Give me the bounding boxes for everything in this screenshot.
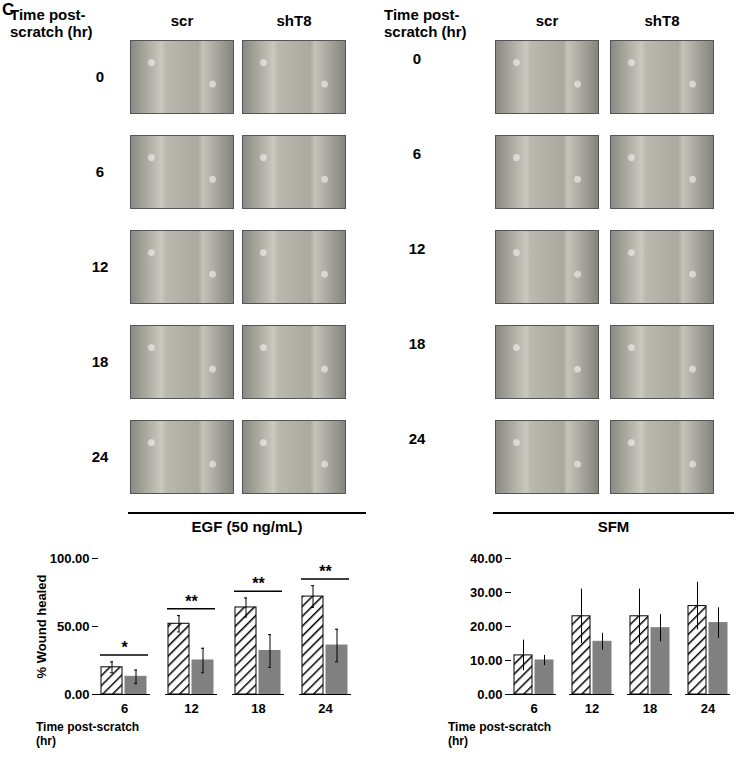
svg-text:24: 24 (318, 701, 333, 716)
html-text:18: 18 (91, 353, 109, 370)
html-text:6: 6 (412, 145, 422, 162)
html-text:shT8: shT8 (276, 12, 312, 29)
html-text:Time post-scratch (hr): Time post-scratch (hr) (384, 6, 467, 40)
svg-text:100.00: 100.00 (50, 551, 90, 566)
svg-text:20.00: 20.00 (470, 619, 503, 634)
svg-text:18: 18 (251, 701, 265, 716)
svg-text:6: 6 (530, 701, 537, 716)
svg-text:**: ** (185, 593, 198, 610)
svg-text:40.00: 40.00 (470, 551, 503, 566)
html-text:SFM: SFM (597, 518, 630, 535)
html-text:12: 12 (91, 258, 109, 275)
svg-text:50.00: 50.00 (57, 619, 90, 634)
html-text:Time post-scratch (hr): Time post-scratch (hr) (10, 6, 93, 40)
svg-text:12: 12 (585, 701, 599, 716)
html-text:24: 24 (408, 430, 426, 447)
html-text:scr: scr (170, 12, 194, 29)
svg-text:% Wound healed: % Wound healed (34, 575, 49, 679)
html-text:Time post-scratch (hr): Time post-scratch (hr) (448, 720, 552, 748)
svg-text:**: ** (252, 575, 265, 592)
svg-text:18: 18 (643, 701, 657, 716)
svg-text:24: 24 (701, 701, 716, 716)
svg-text:*: * (121, 639, 128, 656)
html-text:0: 0 (95, 68, 105, 85)
html-text:6: 6 (95, 163, 105, 180)
svg-text:0.00: 0.00 (477, 687, 502, 702)
svg-text:12: 12 (184, 701, 198, 716)
html-text:shT8: shT8 (644, 12, 680, 29)
html-text:24: 24 (91, 448, 109, 465)
html-text:C: C (2, 0, 15, 19)
html-text:scr: scr (535, 12, 559, 29)
svg-text:6: 6 (121, 701, 128, 716)
svg-text:10.00: 10.00 (470, 653, 503, 668)
html-text:18: 18 (408, 335, 426, 352)
svg-text:**: ** (319, 563, 332, 580)
svg-text:30.00: 30.00 (470, 585, 503, 600)
html-text:Time post-scratch (hr): Time post-scratch (hr) (36, 720, 140, 748)
html-text:0: 0 (412, 50, 422, 67)
html-text:EGF (50 ng/mL): EGF (50 ng/mL) (191, 518, 303, 535)
svg-text:0.00: 0.00 (64, 687, 89, 702)
html-text:12: 12 (408, 240, 426, 257)
